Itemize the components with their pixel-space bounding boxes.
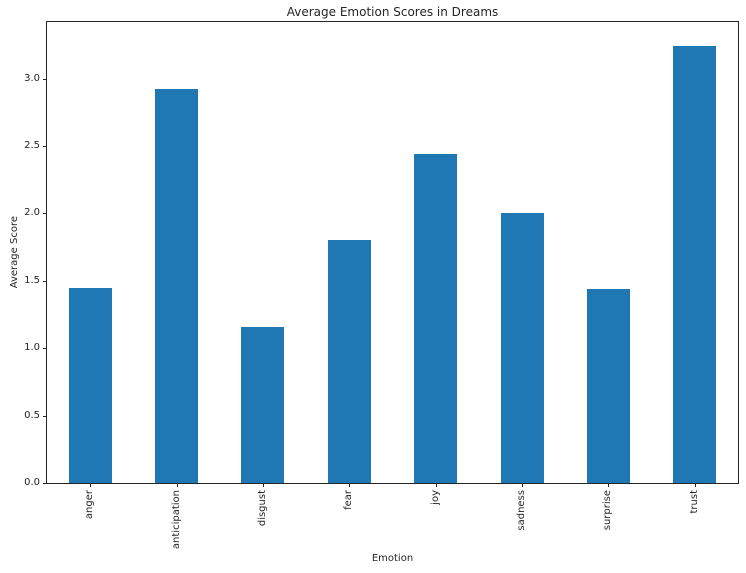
x-tick-label-joy: joy <box>429 490 441 505</box>
x-tick-mark <box>522 483 523 487</box>
y-tick-mark <box>43 483 47 484</box>
x-tick-label-sadness: sadness <box>516 490 528 531</box>
y-tick-label-2.5: 2.5 <box>24 140 40 151</box>
y-tick-mark <box>43 146 47 147</box>
x-tick-mark <box>695 483 696 487</box>
y-tick-label-1.0: 1.0 <box>24 342 40 353</box>
x-axis-label: Emotion <box>371 553 414 564</box>
bar-disgust <box>241 326 285 483</box>
y-tick-mark <box>43 348 47 349</box>
y-axis-label: Average Score <box>9 216 20 289</box>
x-tick-mark <box>177 483 178 487</box>
x-tick-label-fear: fear <box>343 490 355 510</box>
bar-fear <box>327 240 371 483</box>
x-tick-mark <box>436 483 437 487</box>
bar-anger <box>68 287 112 483</box>
x-tick-mark <box>90 483 91 487</box>
y-tick-mark <box>43 213 47 214</box>
x-tick-label-surprise: surprise <box>602 490 614 531</box>
chart-title: Average Emotion Scores in Dreams <box>286 5 499 19</box>
plot-frame <box>46 21 739 484</box>
y-axis-label-strip: Average Score <box>8 22 21 483</box>
x-tick-label-anger: anger <box>84 490 96 520</box>
x-tick-mark <box>263 483 264 487</box>
x-tick-label-trust: trust <box>688 490 700 514</box>
x-tick-label-anticipation: anticipation <box>170 490 182 550</box>
bar-anticipation <box>155 89 199 483</box>
y-tick-label-0.0: 0.0 <box>24 477 40 488</box>
bar-surprise <box>586 288 630 483</box>
y-tick-label-2.0: 2.0 <box>24 207 40 218</box>
x-tick-mark <box>349 483 350 487</box>
y-tick-label-3.0: 3.0 <box>24 73 40 84</box>
bar-joy <box>414 154 458 483</box>
y-tick-label-0.5: 0.5 <box>24 410 40 421</box>
y-tick-mark <box>43 416 47 417</box>
bar-trust <box>673 46 717 483</box>
y-tick-mark <box>43 79 47 80</box>
y-tick-mark <box>43 281 47 282</box>
bar-sadness <box>500 213 544 483</box>
x-tick-label-disgust: disgust <box>256 490 268 527</box>
x-tick-mark <box>608 483 609 487</box>
plot-area <box>47 22 738 483</box>
y-tick-label-1.5: 1.5 <box>24 275 40 286</box>
